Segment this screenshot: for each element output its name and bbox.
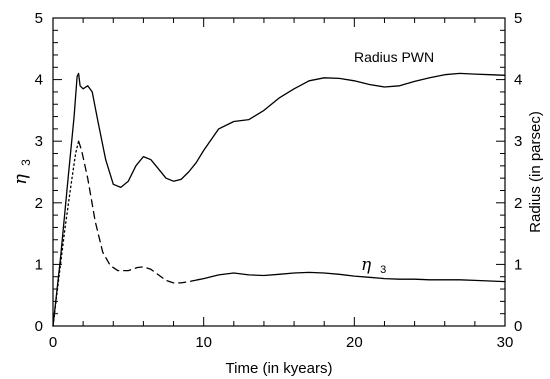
x-tick-label: 0 [49, 334, 57, 351]
y-axis-label-left: η 3 [10, 159, 33, 185]
series-radius-pwn [52, 72, 506, 327]
y-tick-label-right: 4 [514, 72, 522, 89]
annotation-radius-pwn: Radius PWN [354, 49, 434, 65]
y-tick-label-right: 0 [514, 318, 522, 335]
y-tick-label-right: 3 [514, 133, 522, 150]
y-tick-label-left: 4 [35, 72, 43, 89]
y-tick-label-left: 0 [35, 318, 43, 335]
plot-frame [52, 17, 506, 327]
series-eta3-solid [196, 271, 506, 283]
x-tick-label: 20 [346, 334, 363, 351]
y-tick-label-left: 5 [35, 10, 43, 27]
series-group [52, 72, 506, 327]
y-tick-label-right: 2 [514, 195, 522, 212]
series-eta3-dotted [52, 140, 80, 327]
y-tick-label-left: 2 [35, 195, 43, 212]
y-tick-label-left: 3 [35, 133, 43, 150]
series-eta3-dashed [77, 140, 199, 284]
y-tick-label-left: 1 [35, 256, 43, 273]
x-axis-label: Time (in kyears) [226, 360, 333, 377]
x-tick-label: 30 [497, 334, 514, 351]
y-tick-label-right: 5 [514, 10, 522, 27]
y-axis-label-right: Radius (in parsec) [527, 111, 544, 233]
tick-labels: 0 10 20 300 01 12 23 34 45 5 [35, 10, 523, 351]
y-tick-label-right: 1 [514, 256, 522, 273]
x-tick-label: 10 [195, 334, 212, 351]
annotation-eta3: η 3 [361, 255, 386, 276]
